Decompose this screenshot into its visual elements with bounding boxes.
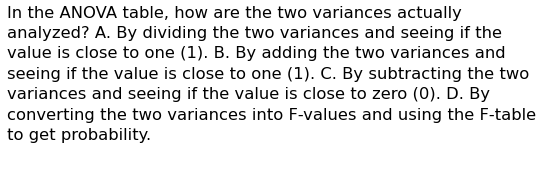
Text: In the ANOVA table, how are the two variances actually
analyzed? A. By dividing : In the ANOVA table, how are the two vari… <box>7 6 536 143</box>
